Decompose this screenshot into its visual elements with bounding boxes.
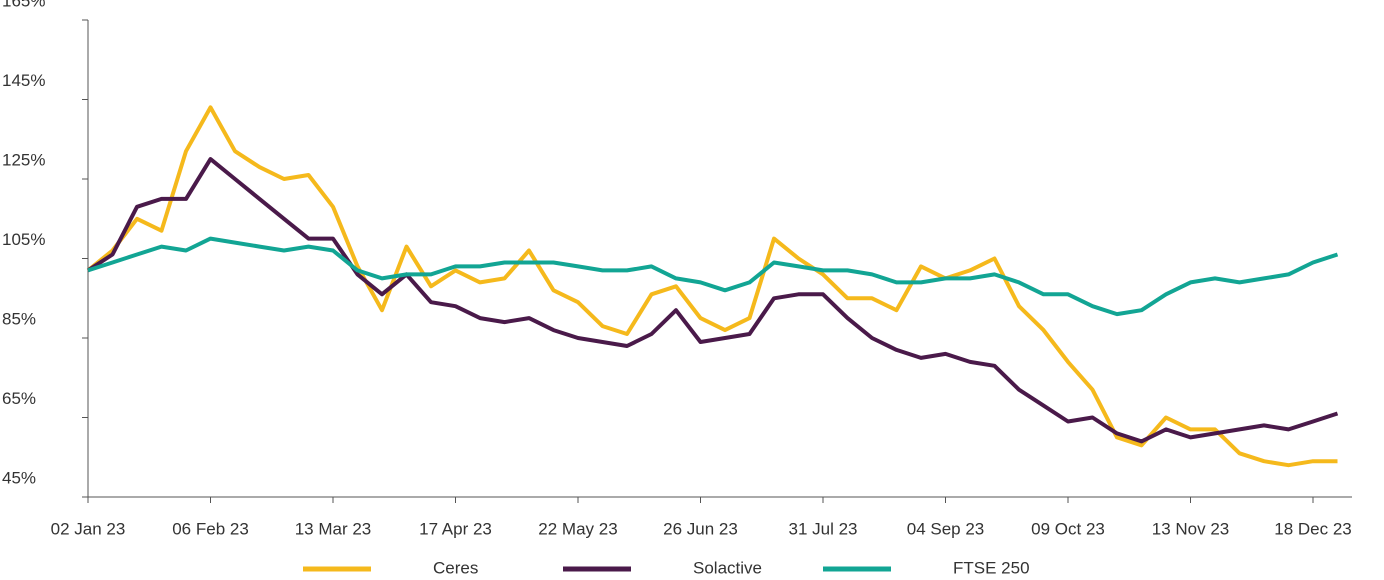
series-line [86, 105, 1338, 468]
y-tick-label: 105% [2, 230, 45, 249]
x-tick-label: 31 Jul 23 [789, 519, 858, 538]
x-tick-label: 04 Sep 23 [907, 519, 985, 538]
x-tick-label: 22 May 23 [538, 519, 617, 538]
y-tick-label: 85% [2, 309, 36, 328]
x-tick-label: 13 Mar 23 [295, 519, 372, 538]
y-tick-label: 145% [2, 71, 45, 90]
y-tick-label: 165% [2, 0, 45, 10]
y-tick-label: 125% [2, 150, 45, 169]
x-tick-label: 17 Apr 23 [419, 519, 492, 538]
legend-label: Solactive [693, 558, 762, 577]
x-tick-label: 13 Nov 23 [1152, 519, 1230, 538]
series-line [87, 236, 1339, 317]
x-tick-label: 18 Dec 23 [1274, 519, 1352, 538]
x-tick-label: 09 Oct 23 [1031, 519, 1105, 538]
y-tick-label: 45% [2, 468, 36, 487]
legend-label: Ceres [433, 558, 478, 577]
x-tick-label: 06 Feb 23 [172, 519, 249, 538]
legend-label: FTSE 250 [953, 558, 1030, 577]
y-tick-label: 65% [2, 389, 36, 408]
x-tick-label: 26 Jun 23 [663, 519, 738, 538]
series-line [86, 157, 1339, 444]
x-tick-label: 02 Jan 23 [51, 519, 126, 538]
